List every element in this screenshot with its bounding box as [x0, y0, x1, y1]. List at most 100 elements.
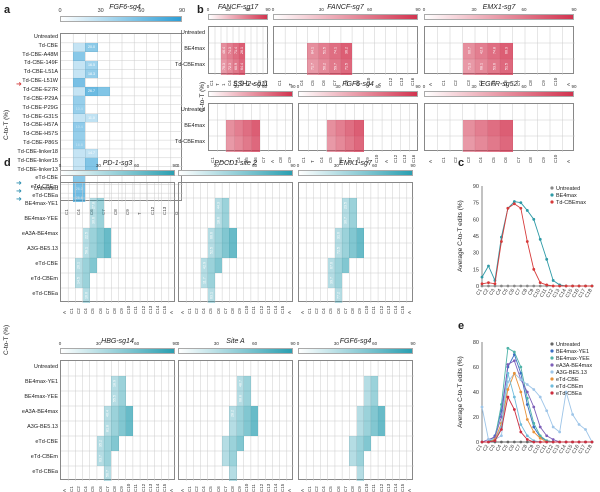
colorbar-tick: 30 [213, 163, 219, 168]
heatmap-cell [487, 136, 500, 152]
data-point [519, 430, 523, 434]
colorbar-tick: 0 [296, 341, 300, 346]
cell-value: 48.7 [238, 380, 243, 387]
column-label: C10 [553, 154, 559, 163]
data-point [525, 434, 529, 438]
colorbar-tick: 0 [176, 341, 180, 346]
column-label: C7 [342, 486, 348, 492]
column-label: C13 [385, 305, 391, 314]
column-label: C2 [193, 486, 199, 492]
legend-label: eTd-CBEm [556, 384, 584, 390]
cell-value: 27.8 [91, 202, 96, 209]
colorbar-tick: 0 [422, 7, 426, 12]
x-tick-label: C10 [532, 444, 542, 455]
data-point [493, 439, 497, 443]
panel-a-title: FGF6-sg4 [109, 4, 141, 11]
cell-value: 71.3 [466, 63, 471, 71]
cell-value: 84.1 [311, 47, 316, 55]
panel-d-title: Site A [226, 338, 245, 345]
column-label: C1 [186, 308, 192, 314]
data-point [584, 284, 587, 288]
colorbar-tick: 60 [372, 163, 378, 168]
heatmap-cell [85, 113, 98, 123]
heatmap-cell [73, 122, 86, 132]
row-label: eTd-CBEm [30, 454, 58, 460]
legend-label: BE4max [556, 193, 577, 199]
heatmap-cell [118, 421, 126, 436]
column-label: C6 [215, 308, 221, 314]
data-point [487, 284, 490, 288]
panel-d-heatmap: 23.5 30.7 31.6 72.5 67.6 39.7 77.2 [298, 182, 414, 303]
x-tick-label: C6 [508, 444, 517, 453]
data-point [538, 237, 542, 241]
heatmap-cell [243, 406, 251, 421]
cell-value: 55.5 [112, 395, 117, 402]
colorbar-tick: 30 [471, 7, 477, 12]
heatmap-cell [111, 421, 119, 436]
heatmap-cell [221, 59, 227, 75]
panel-d-y-label: C-to-T (%) [3, 324, 10, 355]
x-tick-label: C10 [532, 288, 542, 299]
data-point [551, 284, 555, 288]
heatmap-cell [475, 43, 488, 59]
heatmap-cell [229, 243, 237, 258]
column-label: C11 [251, 484, 257, 492]
column-label: C13 [265, 305, 271, 314]
heatmap-cell [207, 273, 215, 288]
panel-b-heatmap: 60.7 71.3 42.0 68.1 74.8 53.6 60.3 51.5 [424, 26, 575, 75]
heatmap-cell [222, 213, 230, 228]
colorbar-tick: 90 [571, 84, 577, 89]
data-point [525, 390, 529, 394]
data-point [525, 284, 529, 288]
column-label: C8 [528, 157, 534, 163]
data-point [551, 279, 555, 282]
colorbar-tick: 60 [134, 163, 140, 168]
heatmap-cell [329, 59, 341, 75]
heatmap-cell [354, 120, 364, 136]
data-point [532, 440, 536, 444]
data-point [506, 284, 510, 288]
data-point [500, 240, 503, 243]
arrow-icon: ➜ [16, 180, 22, 187]
data-point [493, 284, 497, 288]
panel-b-heatmap: 46.4 70.3 74.3 72.3 71.4 60.9 26.1 64.4 [208, 26, 269, 75]
colorbar-tick: 30 [95, 163, 101, 168]
colorbar-tick: 30 [333, 163, 339, 168]
column-label: C7 [515, 157, 521, 163]
heatmap-cell [111, 376, 119, 391]
column-label: C6 [215, 486, 221, 492]
heatmap-cell [82, 258, 90, 273]
data-point [519, 365, 523, 369]
column-label: C11 [133, 306, 139, 314]
legend-marker [550, 342, 554, 346]
cell-value: 22.5 [84, 232, 89, 239]
column-label: C7 [222, 308, 228, 314]
colorbar-tick: 60 [367, 7, 373, 12]
panel-b-heatmap [208, 103, 294, 152]
row-label: A3G-BE5.13 [27, 246, 58, 252]
data-point [487, 281, 490, 285]
heatmap-cell [356, 243, 364, 258]
heatmap-cell [96, 213, 105, 228]
colorbar-tick: 90 [172, 163, 178, 168]
heatmap-cell [356, 406, 364, 421]
column-label: C1 [68, 486, 74, 492]
legend-marker [550, 200, 554, 204]
heatmap-cell [73, 78, 86, 88]
arrow-icon: ➜ [16, 81, 22, 88]
colorbar-tick: 30 [225, 7, 231, 12]
heatmap-cell [370, 391, 379, 406]
heatmap-cell [229, 466, 237, 481]
x-tick-label: C5 [501, 288, 510, 297]
colorbar-tick: 90 [410, 341, 416, 346]
y-tick-label: 15 [473, 267, 479, 273]
cell-value: 64.4 [240, 63, 244, 71]
heatmap-cell [73, 42, 86, 52]
cell-value: 74.8 [491, 47, 496, 55]
heatmap-cell [462, 43, 475, 59]
x-tick-label: C1 [475, 444, 484, 453]
cell-value: 63.1 [209, 292, 214, 299]
column-label: C6 [335, 308, 341, 314]
heatmap-cell [200, 258, 208, 273]
cell-value: 52.5 [209, 247, 214, 254]
